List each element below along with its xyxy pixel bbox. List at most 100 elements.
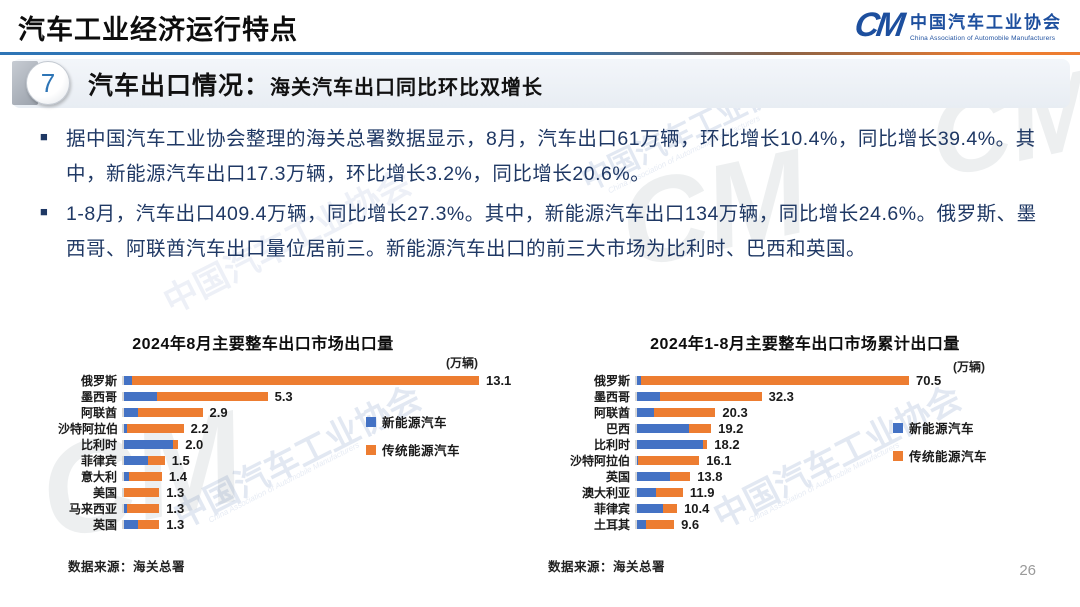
value-label: 2.2 <box>190 420 209 436</box>
stacked-bar <box>635 487 683 497</box>
bar-segment <box>124 503 127 513</box>
chart-title: 2024年8月主要整车出口市场出口量 <box>132 336 394 353</box>
category-label: 墨西哥 <box>593 389 630 404</box>
chart-plot-area: 俄罗斯 70.5 墨西哥 32.3 阿联酋 20.3 巴西 19.2 比利时 18.2 沙特阿拉伯 1… <box>545 372 941 532</box>
bar-segment <box>137 407 203 417</box>
bar-segment <box>156 391 268 401</box>
legend-label: 新能源汽车 <box>382 416 448 430</box>
chart-row: 菲律宾 10.4 <box>545 500 941 516</box>
value-label: 16.1 <box>706 452 732 468</box>
category-label: 比利时 <box>80 437 117 452</box>
category-label: 巴西 <box>605 421 630 436</box>
bar-segment <box>124 375 133 385</box>
bar-segment <box>637 503 664 513</box>
chart-row: 沙特阿拉伯 16.1 <box>545 452 941 468</box>
bar-segment <box>124 487 160 497</box>
bar-segment <box>703 439 708 449</box>
stacked-bar <box>122 439 179 449</box>
value-label: 13.1 <box>485 372 512 388</box>
value-label: 70.5 <box>915 372 942 388</box>
bar-segment <box>126 503 160 513</box>
bar-segment <box>637 519 646 529</box>
legend-item: 新能源汽车 <box>366 412 460 431</box>
bar-segment <box>124 391 157 401</box>
logo-name-cn: 中国汽车工业协会 <box>910 13 1062 32</box>
chart-row: 马来西亚 1.3 <box>58 500 511 516</box>
legend-label: 传统能源汽车 <box>909 450 988 464</box>
category-label: 比利时 <box>593 437 630 452</box>
bar-segment <box>172 439 179 449</box>
value-label: 11.9 <box>689 484 715 500</box>
value-label: 18.2 <box>714 436 740 452</box>
value-label: 2.9 <box>209 404 228 420</box>
bar-segment <box>124 471 130 481</box>
logo-name-en: China Association of Automobile Manufact… <box>910 35 1056 42</box>
legend-swatch-icon <box>893 450 903 461</box>
category-label: 阿联酋 <box>80 405 117 420</box>
bar-segment <box>124 407 138 417</box>
stacked-bar <box>635 423 712 433</box>
bullet-item: ■ 1-8月，汽车出口409.4万辆，同比增长27.3%。其中，新能源汽车出口1… <box>40 197 1055 268</box>
chart-row: 英国 13.8 <box>545 468 941 484</box>
chart-title: 2024年1-8月主要整车出口市场累计出口量 <box>650 336 960 353</box>
chart-row: 土耳其 9.6 <box>545 516 941 532</box>
bar-segment <box>124 519 138 529</box>
stacked-bar <box>635 391 762 401</box>
page-number: 26 <box>1019 562 1036 579</box>
chart-row: 意大利 1.4 <box>58 468 511 484</box>
chart-row: 澳大利亚 11.9 <box>545 484 941 500</box>
value-label: 13.8 <box>697 468 723 484</box>
bullet-list: ■ 据中国汽车工业协会整理的海关总署数据显示，8月，汽车出口61万辆，环比增长1… <box>40 122 1055 272</box>
bullet-text: 1-8月，汽车出口409.4万辆，同比增长27.3%。其中，新能源汽车出口134… <box>66 202 1037 261</box>
bar-segment <box>638 455 700 465</box>
value-label: 1.5 <box>171 452 190 468</box>
stacked-bar <box>122 455 165 465</box>
bullet-marker: ■ <box>40 129 48 144</box>
bar-segment <box>656 487 683 497</box>
bar-segment <box>637 423 690 433</box>
legend-swatch-icon <box>366 416 376 427</box>
legend-item: 传统能源汽车 <box>893 446 987 465</box>
category-label: 俄罗斯 <box>80 373 117 388</box>
category-label: 意大利 <box>80 469 117 484</box>
legend-label: 新能源汽车 <box>909 422 975 436</box>
bar-segment <box>129 471 162 481</box>
stacked-bar <box>122 487 160 497</box>
bar-segment <box>689 423 712 433</box>
bar-segment <box>137 519 160 529</box>
chart-row: 菲律宾 1.5 <box>58 452 511 468</box>
value-label: 2.0 <box>185 436 204 452</box>
bullet-text: 据中国汽车工业协会整理的海关总署数据显示，8月，汽车出口61万辆，环比增长10.… <box>66 128 1036 186</box>
stacked-bar <box>122 471 162 481</box>
bar-segment <box>663 503 678 513</box>
stacked-bar <box>635 407 716 417</box>
stacked-bar <box>122 375 479 385</box>
value-label: 1.3 <box>166 484 185 500</box>
bar-segment <box>637 391 661 401</box>
legend-label: 传统能源汽车 <box>382 444 461 458</box>
bar-segment <box>637 487 657 497</box>
category-label: 菲律宾 <box>80 453 117 468</box>
value-label: 20.3 <box>722 404 748 420</box>
value-label: 1.3 <box>166 516 185 532</box>
chart-row: 美国 1.3 <box>58 484 511 500</box>
page-title: 汽车工业经济运行特点 <box>18 15 298 45</box>
chart-row: 俄罗斯 13.1 <box>58 372 511 388</box>
chart-cumulative-exports: 2024年1-8月主要整车出口市场累计出口量 (万辆) 俄罗斯 70.5 墨西哥 32… <box>545 330 1077 555</box>
stacked-bar <box>122 407 203 417</box>
category-label: 马来西亚 <box>68 501 117 516</box>
chart-plot-area: 俄罗斯 13.1 墨西哥 5.3 阿联酋 2.9 沙特阿拉伯 2.2 比利时 2.0 菲律宾 1.5 意… <box>58 372 511 532</box>
bar-segment <box>124 439 173 449</box>
stacked-bar <box>635 503 678 513</box>
bullet-item: ■ 据中国汽车工业协会整理的海关总署数据显示，8月，汽车出口61万辆，环比增长1… <box>40 122 1055 193</box>
title-divider <box>0 52 1080 55</box>
category-label: 英国 <box>605 469 630 484</box>
bar-segment <box>654 407 716 417</box>
stacked-bar <box>635 375 909 385</box>
bullet-marker: ■ <box>40 203 48 219</box>
legend-swatch-icon <box>893 422 903 433</box>
bar-segment <box>126 423 184 433</box>
section-banner <box>12 59 1070 108</box>
stacked-bar <box>122 503 160 513</box>
